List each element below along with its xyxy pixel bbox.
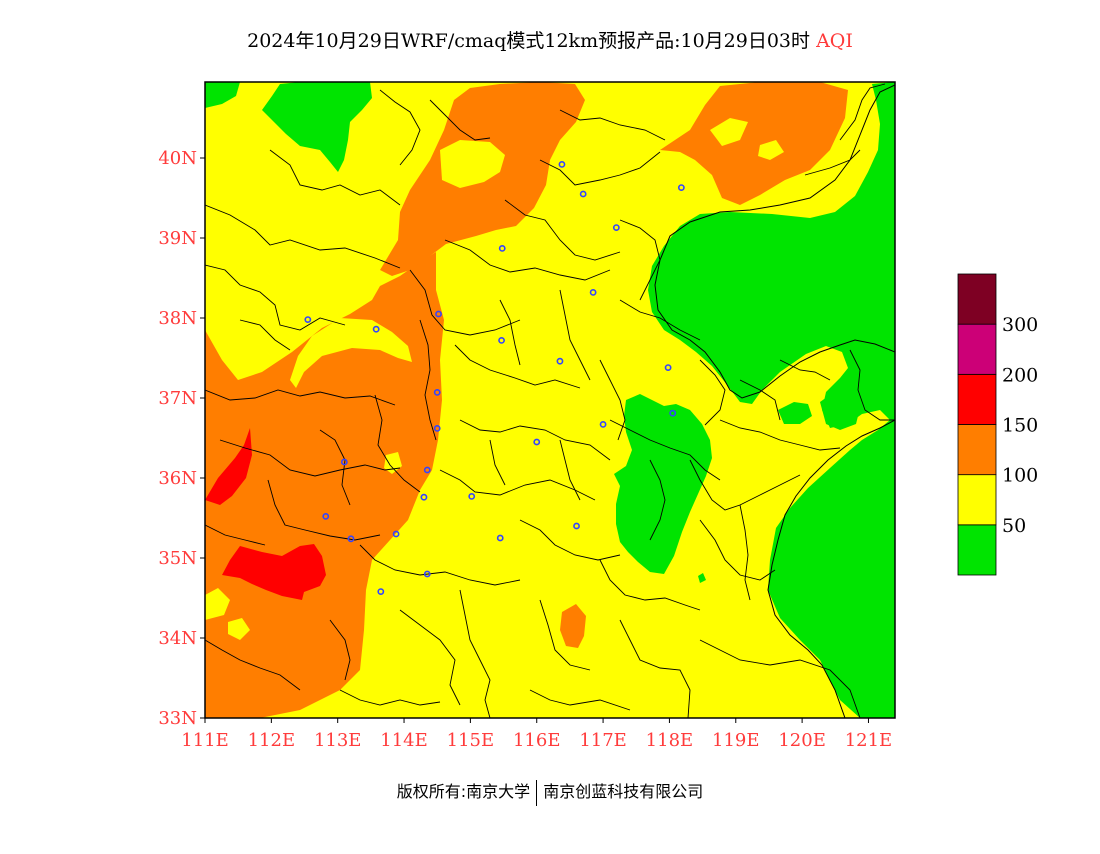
coastline (654, 84, 895, 399)
station-marker (669, 409, 677, 417)
legend-label: 200 (1002, 364, 1038, 386)
lon-tick-label: 121E (845, 730, 893, 751)
station-marker (322, 513, 330, 520)
chart-title: 2024年10月29日WRF/cmaq模式12km预报产品:10月29日03时 … (0, 26, 1100, 53)
lon-tick-label: 115E (447, 730, 495, 751)
legend-swatch (957, 524, 997, 576)
station-marker (558, 160, 566, 168)
coastline-south (767, 419, 895, 718)
station-marker (377, 588, 385, 595)
lat-tick-label: 39N (158, 228, 197, 249)
station-marker (533, 438, 541, 446)
lat-tick-label: 35N (158, 548, 197, 569)
aqi-moderate-hole-5 (205, 588, 230, 620)
aqi-moderate-hole-3 (710, 118, 748, 146)
station-markers (304, 160, 685, 595)
lat-tick-label: 33N (158, 708, 197, 729)
legend-swatch (957, 323, 997, 375)
station-marker (433, 388, 441, 396)
aqi-good-shandong (614, 394, 712, 574)
lon-tick-label: 114E (380, 730, 428, 751)
legend-swatch (957, 424, 997, 476)
copyright-partner: 南京创蓝科技有限公司 (543, 782, 704, 801)
aqi-good-islet (778, 402, 812, 424)
legend-label: 150 (1002, 415, 1038, 437)
aqi-unhealthy-south (222, 544, 326, 600)
station-marker (556, 357, 564, 365)
station-marker (372, 325, 380, 333)
aqi-usg-northeast (660, 82, 848, 205)
lon-tick-label: 118E (646, 730, 694, 751)
station-marker (304, 316, 312, 323)
aqi-moderate-hole-4 (758, 140, 784, 160)
legend-label: 300 (1002, 314, 1038, 336)
station-marker (340, 458, 348, 466)
station-marker (498, 336, 505, 344)
aqi-legend: 50 100 150 200 300 (957, 273, 1038, 576)
lon-tick-label: 120E (778, 730, 826, 751)
lon-tick-label: 112E (248, 730, 296, 751)
station-marker (677, 184, 685, 191)
legend-swatch (957, 373, 997, 425)
station-marker (612, 224, 620, 231)
copyright-footer: 版权所有:南京大学 南京创蓝科技有限公司 (0, 778, 1100, 806)
lon-tick-label: 119E (712, 730, 760, 751)
lat-tick-label: 40N (158, 148, 197, 169)
lon-tick-label: 116E (513, 730, 561, 751)
lat-tick-label: 34N (158, 628, 197, 649)
station-marker (423, 466, 431, 474)
station-marker (599, 420, 607, 428)
aqi-good-dot (698, 573, 706, 583)
legend-label: 100 (1002, 465, 1038, 487)
admin-boundaries (205, 83, 895, 718)
station-marker (433, 424, 441, 432)
aqi-moderate-hole-2 (440, 140, 505, 188)
station-marker (435, 310, 442, 318)
station-marker (423, 570, 431, 578)
station-marker (579, 190, 587, 198)
station-marker (664, 364, 672, 371)
title-variable: AQI (816, 30, 853, 52)
latitude-axis: 40N 39N 38N 37N 36N 35N 34N 33N (158, 148, 205, 729)
aqi-good-northwest (262, 82, 372, 172)
station-marker (589, 288, 597, 296)
legend-label: 50 (1002, 515, 1026, 537)
aqi-moderate-hole-6 (228, 618, 250, 640)
lat-tick-label: 38N (158, 308, 197, 329)
aqi-usg-west (205, 252, 444, 718)
lon-tick-label: 113E (314, 730, 362, 751)
title-main: 2024年10月29日WRF/cmaq模式12km预报产品:10月29日03时 (247, 30, 811, 52)
station-marker (468, 492, 476, 500)
station-marker (496, 534, 504, 542)
copyright-owner: 版权所有:南京大学 (396, 782, 531, 801)
station-marker (573, 522, 580, 530)
aqi-unhealthy-west (205, 428, 252, 505)
aqi-good-corner-nw (205, 82, 240, 108)
lat-tick-label: 36N (158, 468, 197, 489)
aqi-usg-small-south (560, 604, 586, 648)
aqi-good-coastal-inlet (820, 392, 860, 430)
aqi-field (205, 82, 895, 718)
station-marker (347, 535, 355, 543)
footer-separator (536, 779, 538, 806)
station-marker (420, 493, 428, 501)
lat-tick-label: 37N (158, 388, 197, 409)
legend-swatch (957, 273, 997, 325)
map-frame (204, 81, 896, 719)
station-marker (498, 244, 506, 252)
station-marker (392, 530, 400, 538)
lon-tick-label: 111E (181, 730, 229, 751)
aqi-good-east (648, 82, 895, 718)
legend-swatch (957, 474, 997, 526)
lon-tick-label: 117E (579, 730, 627, 751)
aqi-moderate-hole-1 (290, 318, 412, 388)
longitude-axis: 111E 112E 113E 114E 115E 116E 117E 118E 119E 120E… (181, 718, 892, 751)
